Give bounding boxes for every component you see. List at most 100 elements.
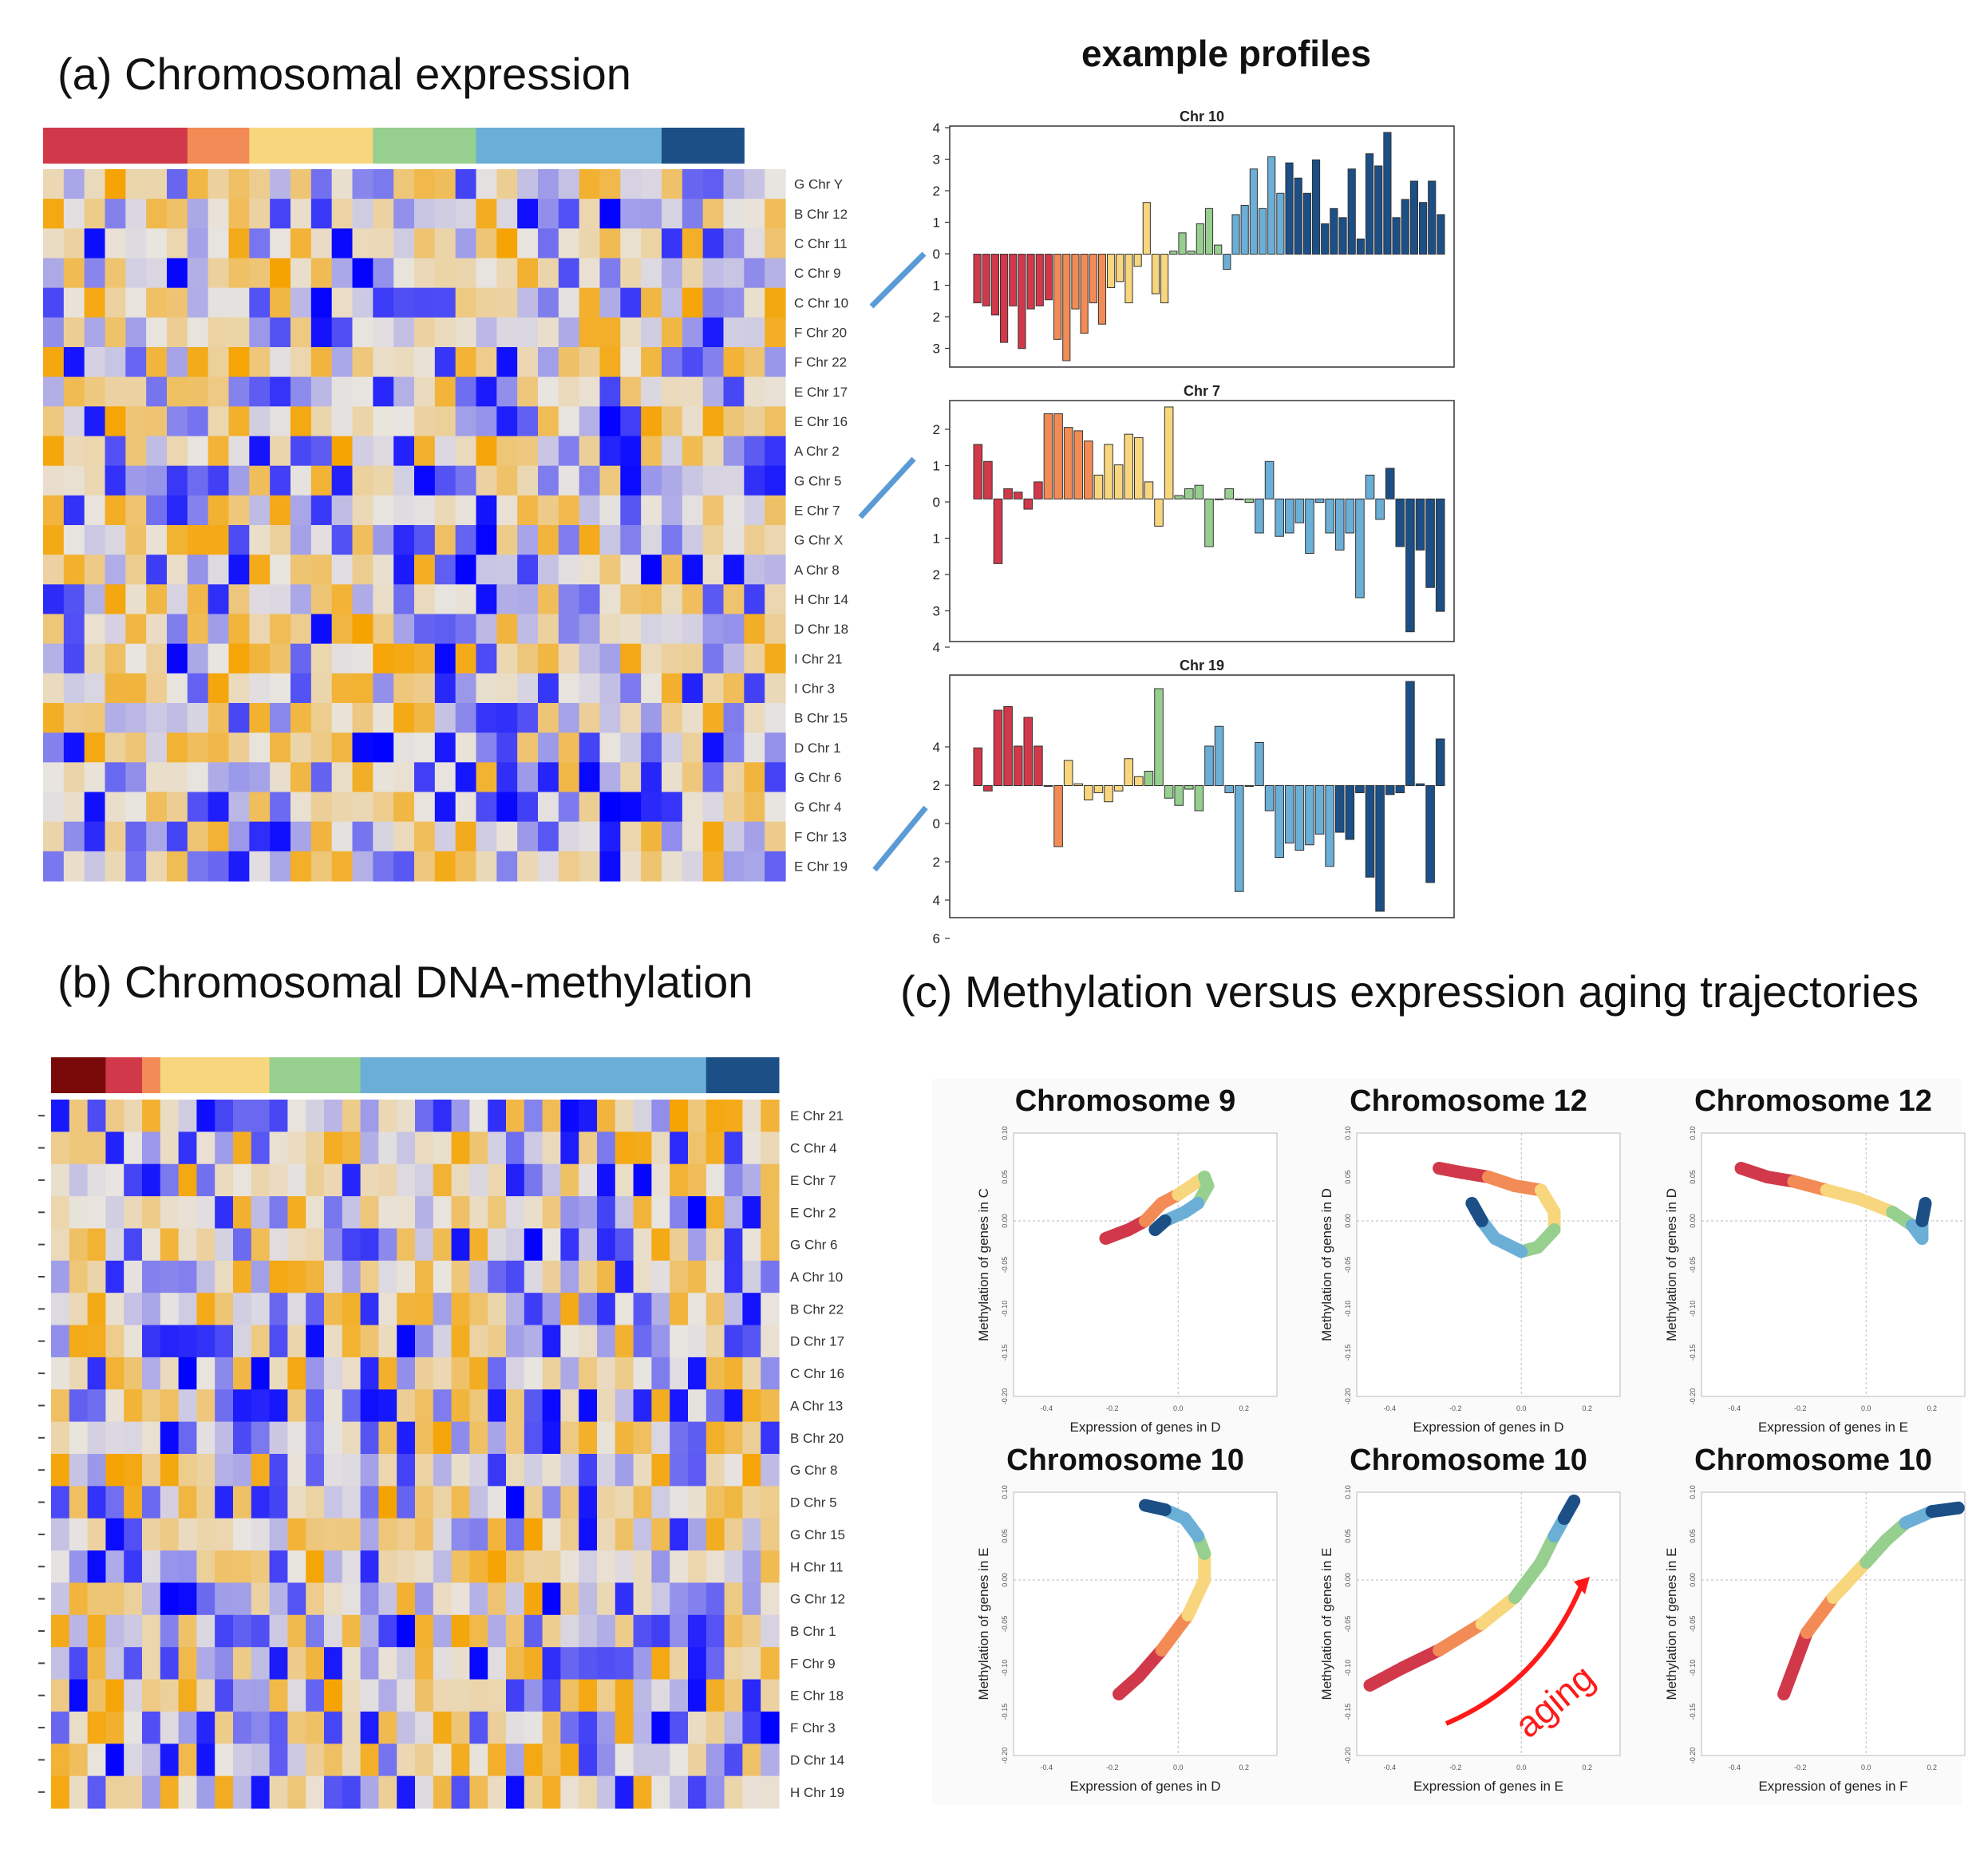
heat-cell (761, 1163, 780, 1197)
heat-cell (455, 821, 477, 852)
profile-bar (1178, 232, 1187, 255)
heat-cell (160, 1744, 180, 1777)
heat-cell (142, 1582, 161, 1616)
heat-cell (765, 317, 786, 348)
heat-cell (451, 1196, 470, 1230)
heat-cell (342, 1196, 362, 1230)
heat-cell (682, 703, 704, 733)
heat-cell (352, 614, 373, 645)
group-bar-segment (360, 1057, 707, 1093)
heat-cell (124, 1131, 143, 1165)
heat-cell (615, 1228, 634, 1262)
heat-cell (124, 1293, 143, 1326)
heat-cell (682, 525, 704, 555)
heat-cell (178, 1486, 197, 1519)
heat-cell (352, 525, 373, 555)
profile-bar (1084, 440, 1093, 500)
heat-cell (476, 347, 497, 377)
heat-cell (373, 614, 394, 645)
heat-cell (331, 347, 354, 377)
group-bar-segment (142, 1057, 161, 1093)
profile-bar (1142, 202, 1151, 255)
heat-cell (287, 1582, 306, 1616)
heat-cell (558, 703, 580, 733)
heat-cell (105, 169, 126, 199)
heat-cell (469, 1518, 488, 1551)
heat-cell (724, 1228, 743, 1262)
heat-cell (469, 1325, 488, 1358)
heat-cell (43, 199, 65, 229)
heat-cell (324, 1421, 343, 1455)
profile-bar (1275, 785, 1284, 858)
heat-cell (469, 1744, 488, 1777)
heat-cell (615, 1518, 634, 1551)
heat-cell (124, 1228, 143, 1262)
heat-cell (488, 1260, 507, 1293)
heat-cell (215, 1293, 234, 1326)
heat-cell (620, 792, 642, 823)
heat-cell (597, 1421, 616, 1455)
heat-cell (670, 1389, 689, 1423)
heat-cell (342, 1454, 362, 1487)
heat-cell (651, 1293, 670, 1326)
heat-cell (125, 495, 147, 526)
heat-cell (506, 1647, 525, 1680)
heat-cell (69, 1131, 89, 1165)
heat-cell (125, 465, 147, 496)
heat-cell (414, 851, 436, 882)
heat-cell (524, 1454, 543, 1487)
heat-cell (84, 525, 106, 555)
heat-cell (63, 525, 85, 555)
heat-cell (43, 406, 65, 437)
heat-cell (723, 792, 745, 823)
profile-bar (1435, 498, 1445, 612)
y-tick-label: 0.00 (1001, 1573, 1009, 1587)
heat-cell (306, 1196, 325, 1230)
heat-cell (433, 1228, 453, 1262)
heat-cell (597, 1775, 616, 1809)
profile-bar (1104, 444, 1113, 500)
heat-cell (434, 495, 456, 526)
heat-cell (744, 821, 765, 852)
heat-cell (702, 465, 725, 496)
heat-cell (249, 614, 271, 645)
heat-cell (397, 1389, 416, 1423)
heat-cell (744, 525, 765, 555)
heat-cell (146, 377, 168, 407)
heat-cell (682, 169, 704, 199)
heat-cell (633, 1647, 652, 1680)
profile-bar (1124, 254, 1133, 304)
heat-cell (579, 1100, 598, 1132)
heat-cell (269, 1357, 288, 1390)
heat-cell (469, 1679, 488, 1712)
heat-cell (87, 1100, 106, 1132)
heat-cell (599, 643, 621, 674)
heat-cell (373, 258, 394, 289)
heat-cell (373, 703, 394, 733)
heat-cell (51, 1260, 70, 1293)
heat-cell (599, 228, 621, 259)
heat-cell (287, 1775, 306, 1809)
heatmap-row-label: E Chr 18 (790, 1688, 844, 1704)
heat-cell (228, 821, 250, 852)
heat-cell (331, 643, 354, 674)
heat-cell (558, 317, 580, 348)
heat-cell (597, 1744, 616, 1777)
profile-bar (993, 498, 1003, 564)
heat-cell (434, 258, 456, 289)
heat-cell (105, 1744, 124, 1777)
heat-cell (290, 258, 312, 289)
heat-cell (146, 347, 168, 377)
heat-cell (723, 199, 745, 229)
heat-cell (249, 673, 271, 704)
heat-cell (633, 1131, 652, 1165)
heat-cell (433, 1647, 453, 1680)
heat-cell (579, 1647, 598, 1680)
heat-cell (269, 1389, 288, 1423)
heat-cell (233, 1100, 252, 1132)
heat-cell (393, 792, 415, 823)
heat-cell (455, 465, 477, 496)
heat-cell (178, 1131, 197, 1165)
heat-cell (723, 821, 745, 852)
heat-cell (415, 1486, 434, 1519)
